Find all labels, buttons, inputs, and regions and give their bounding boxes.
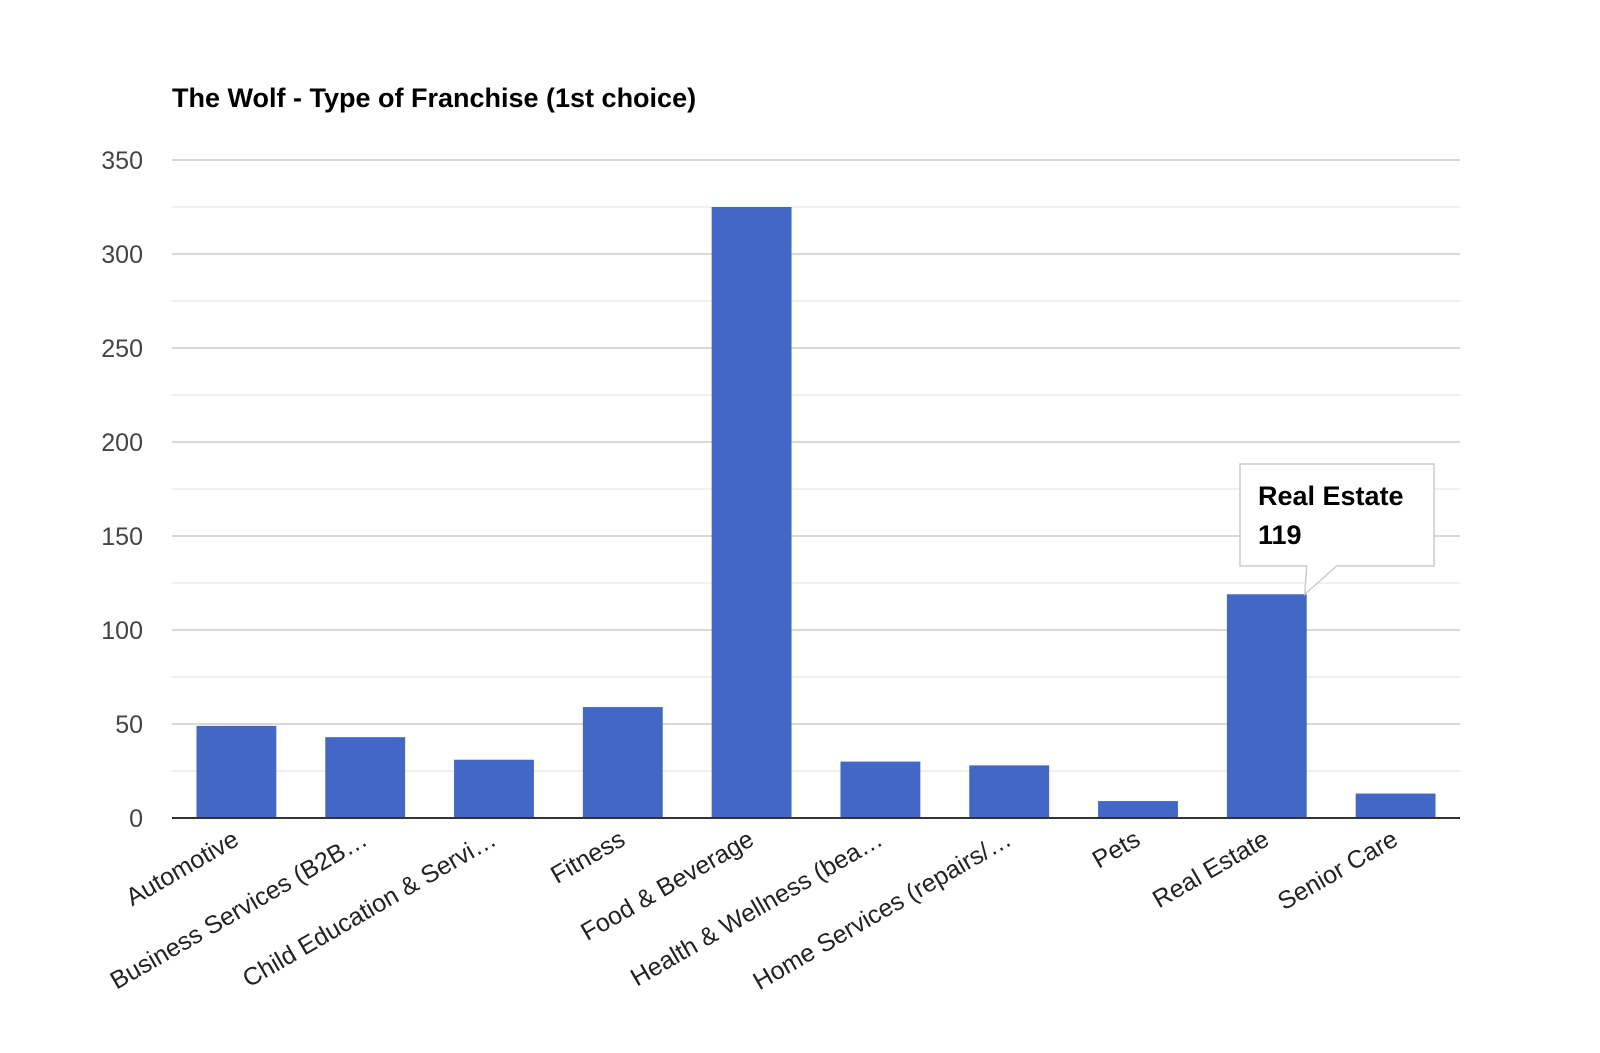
tooltip-box [1239, 463, 1435, 597]
y-tick-label: 250 [101, 335, 143, 363]
x-tick-label: Automotive [121, 825, 243, 912]
y-tick-label: 100 [101, 617, 143, 645]
x-tick-label: Senior Care [1273, 825, 1403, 916]
tooltip: Real Estate 119 [1239, 463, 1435, 597]
x-tick-label: Fitness [546, 825, 630, 890]
chart-title: The Wolf - Type of Franchise (1st choice… [172, 83, 696, 113]
y-tick-label: 0 [129, 805, 143, 833]
y-tick-label: 200 [101, 429, 143, 457]
bar[interactable] [840, 761, 921, 818]
y-tick-label: 50 [115, 711, 143, 739]
bar[interactable] [1226, 594, 1307, 818]
bar[interactable] [196, 725, 277, 818]
y-tick-label: 300 [101, 241, 143, 269]
tooltip-value: 119 [1258, 520, 1302, 550]
y-tick-label: 150 [101, 523, 143, 551]
bar[interactable] [969, 765, 1050, 818]
bar[interactable] [454, 759, 534, 818]
bar[interactable] [711, 207, 792, 818]
bar[interactable] [1098, 801, 1178, 818]
bar[interactable] [582, 707, 663, 818]
y-axis-tick-labels: 0 50 100 150 200 250 300 350 [101, 147, 143, 833]
tooltip-category: Real Estate [1258, 481, 1404, 511]
y-tick-label: 350 [101, 147, 143, 175]
gridlines [172, 159, 1460, 772]
x-tick-label: Real Estate [1148, 825, 1274, 914]
x-tick-label: Pets [1088, 825, 1145, 874]
bar[interactable] [1355, 793, 1436, 818]
bars [196, 207, 1436, 818]
bar[interactable] [325, 737, 406, 818]
